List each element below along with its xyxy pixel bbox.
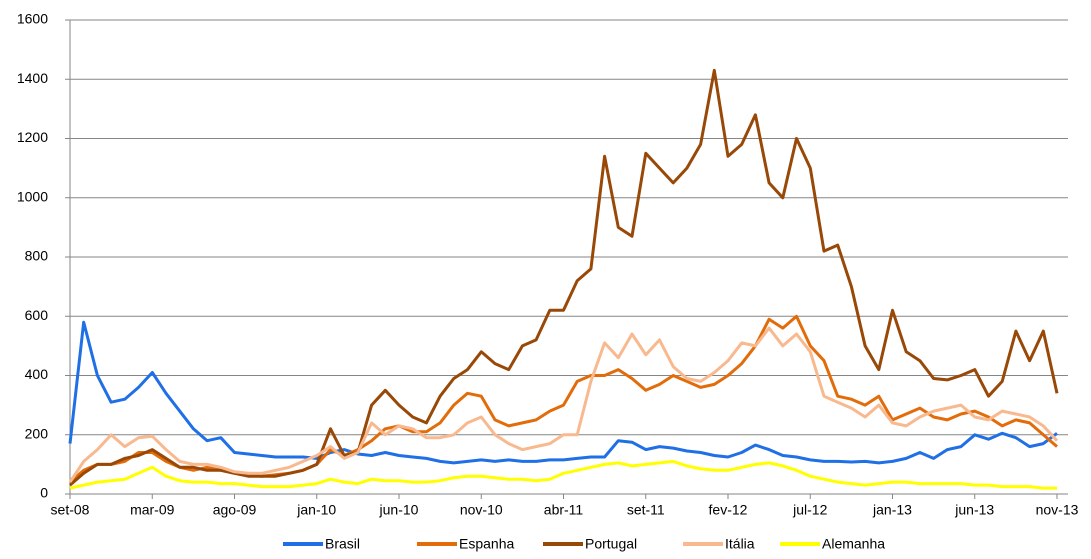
- x-tick-label: set-11: [627, 502, 665, 518]
- y-tick-label: 1600: [17, 11, 48, 27]
- y-tick-label: 400: [25, 366, 49, 382]
- x-tick-label: fev-12: [709, 502, 748, 518]
- y-tick-label: 1200: [17, 129, 48, 145]
- x-tick-label: jun-10: [379, 502, 419, 518]
- legend-label: Brasil: [325, 536, 360, 552]
- x-tick-label: set-08: [51, 502, 90, 518]
- x-tick-label: jan-13: [872, 502, 912, 518]
- series-line: [68, 326, 1059, 483]
- x-tick-label: nov-10: [460, 502, 503, 518]
- series-line: [69, 459, 1057, 490]
- legend-label: Alemanha: [822, 536, 885, 552]
- x-tick-label: jan-10: [296, 502, 336, 518]
- y-tick-label: 800: [25, 248, 49, 264]
- x-tick-label: nov-13: [1036, 502, 1079, 518]
- x-tick-label: jun-13: [954, 502, 994, 518]
- x-tick-label: ago-09: [213, 502, 257, 518]
- y-tick-label: 1000: [17, 188, 48, 204]
- x-tick-label: abr-11: [544, 502, 584, 518]
- y-tick-label: 600: [25, 307, 49, 323]
- legend-label: Portugal: [585, 536, 637, 552]
- x-tick-label: mar-09: [130, 502, 175, 518]
- legend-label: Itália: [725, 536, 755, 552]
- x-tick-label: jul-12: [792, 502, 827, 518]
- y-tick-label: 200: [25, 425, 49, 441]
- y-tick-label: 1400: [17, 70, 48, 86]
- series-line: [68, 320, 1058, 465]
- y-tick-label: 0: [40, 485, 48, 501]
- legend-label: Espanha: [459, 536, 514, 552]
